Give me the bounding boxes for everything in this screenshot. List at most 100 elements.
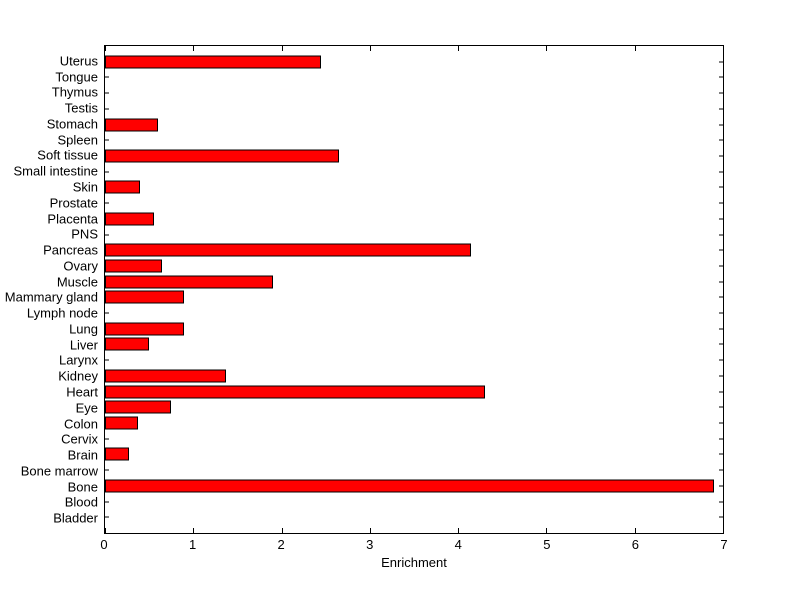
y-tick-right — [719, 406, 723, 408]
bar-placenta — [105, 212, 154, 226]
y-tick-left — [105, 359, 109, 361]
y-axis-label: Ovary — [63, 258, 98, 274]
y-axis-label: Blood — [64, 494, 98, 510]
plot-area — [104, 45, 724, 534]
y-axis-label: Pancreas — [43, 242, 98, 258]
y-axis-label: Testis — [64, 100, 98, 116]
y-axis-label: Heart — [66, 384, 98, 400]
y-tick-left — [105, 501, 109, 503]
x-tick-label: 0 — [100, 537, 108, 552]
x-tick-bottom — [369, 528, 371, 533]
bar-stomach — [105, 118, 158, 132]
y-axis-label: Prostate — [49, 195, 98, 211]
y-tick-right — [719, 391, 723, 393]
y-tick-right — [719, 343, 723, 345]
y-tick-left — [105, 139, 109, 141]
y-tick-left — [105, 469, 109, 471]
x-tick-top — [546, 46, 548, 51]
x-tick-bottom — [634, 528, 636, 533]
y-tick-right — [719, 124, 723, 126]
x-tick-label: 2 — [277, 537, 285, 552]
y-tick-right — [719, 171, 723, 173]
y-tick-right — [719, 92, 723, 94]
y-tick-right — [719, 139, 723, 141]
y-tick-right — [719, 469, 723, 471]
bar-kidney — [105, 369, 226, 383]
x-tick-label: 5 — [543, 537, 551, 552]
bar-muscle — [105, 275, 273, 289]
y-axis-label: Cervix — [61, 431, 98, 447]
bar-eye — [105, 400, 172, 414]
y-tick-right — [719, 375, 723, 377]
bar-heart — [105, 385, 485, 399]
bar-soft-tissue — [105, 149, 339, 163]
y-tick-right — [719, 61, 723, 63]
x-tick-top — [193, 46, 195, 51]
y-axis-label: Stomach — [46, 116, 98, 132]
y-axis-label: Skin — [72, 179, 98, 195]
x-tick-top — [634, 46, 636, 51]
y-tick-right — [719, 328, 723, 330]
bar-bone — [105, 479, 715, 493]
x-axis-title: Enrichment — [381, 555, 447, 570]
y-tick-left — [105, 92, 109, 94]
y-tick-right — [719, 234, 723, 236]
y-axis-label: Brain — [67, 447, 98, 463]
x-tick-bottom — [723, 528, 724, 533]
y-tick-left — [105, 312, 109, 314]
y-axis-label: Small intestine — [13, 163, 98, 179]
y-axis-label: Lung — [69, 321, 98, 337]
x-tick-label: 6 — [631, 537, 640, 552]
x-tick-label: 3 — [366, 537, 374, 552]
x-tick-label: 4 — [454, 537, 462, 552]
y-tick-right — [719, 359, 723, 361]
x-tick-label: 7 — [720, 537, 728, 552]
y-tick-right — [719, 108, 723, 110]
bar-pancreas — [105, 243, 472, 257]
y-axis-label: Colon — [64, 416, 98, 432]
y-axis-label: Bone — [67, 479, 98, 495]
bar-lung — [105, 322, 185, 336]
bar-skin — [105, 180, 141, 194]
bar-brain — [105, 447, 129, 461]
y-tick-right — [719, 296, 723, 298]
y-axis-label: Bladder — [53, 510, 98, 526]
x-axis-tick-labels: 0 1 2 3 4 5 6 7 — [100, 537, 728, 553]
bar-colon — [105, 416, 138, 430]
y-tick-left — [105, 76, 109, 78]
x-tick-bottom — [281, 528, 283, 533]
y-axis-label: Tongue — [55, 69, 98, 85]
x-tick-top — [281, 46, 283, 51]
y-tick-right — [719, 453, 723, 455]
y-axis-label: Uterus — [59, 53, 98, 69]
y-tick-left — [105, 234, 109, 236]
y-axis-label: Placenta — [47, 211, 98, 227]
y-axis-label: Spleen — [57, 132, 98, 148]
y-axis-label: Kidney — [58, 368, 98, 384]
y-tick-left — [105, 516, 109, 518]
y-axis-label: Soft tissue — [37, 147, 98, 163]
x-tick-bottom — [193, 528, 195, 533]
y-tick-right — [719, 516, 723, 518]
x-tick-top — [369, 46, 371, 51]
y-axis-label: Bone marrow — [20, 463, 98, 479]
y-tick-right — [719, 218, 723, 220]
y-axis-label: Mammary gland — [4, 289, 98, 305]
x-tick-bottom — [458, 528, 460, 533]
y-tick-right — [719, 422, 723, 424]
x-tick-top — [105, 46, 106, 51]
y-tick-right — [719, 438, 723, 440]
y-axis-label: Muscle — [56, 274, 98, 290]
y-axis-labels: Uterus Tongue Thymus Testis Stomach Spleen Sof… — [0, 45, 104, 534]
y-tick-left — [105, 202, 109, 204]
x-tick-bottom — [105, 528, 106, 533]
bar-ovary — [105, 259, 163, 273]
y-axis-label: Thymus — [51, 84, 98, 100]
y-axis-label: Eye — [75, 400, 98, 416]
y-tick-right — [719, 501, 723, 503]
x-tick-top — [723, 46, 724, 51]
y-tick-right — [719, 202, 723, 204]
y-tick-right — [719, 186, 723, 188]
bar-liver — [105, 337, 150, 351]
